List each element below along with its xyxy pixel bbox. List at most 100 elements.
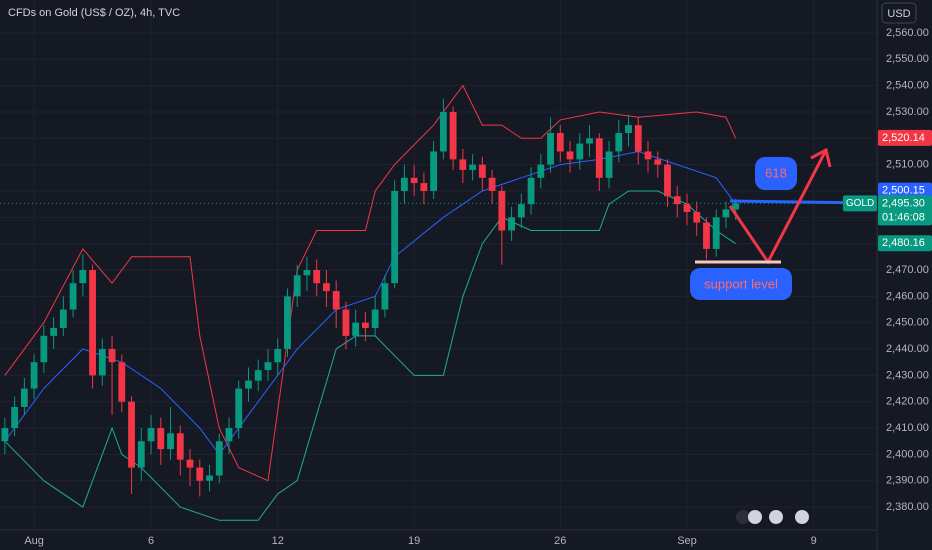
y-tick-label: 2,420.00 bbox=[886, 396, 929, 408]
price-tag-label: 2,520.14 bbox=[882, 132, 925, 144]
candle-body bbox=[673, 196, 681, 205]
price-tag bbox=[878, 235, 932, 252]
band-line bbox=[4, 84, 737, 482]
candle-body bbox=[566, 151, 574, 160]
event-icons bbox=[736, 510, 809, 524]
candle-body bbox=[206, 475, 213, 481]
candle-body bbox=[508, 217, 515, 231]
currency-box[interactable] bbox=[881, 2, 917, 24]
candle-body bbox=[654, 159, 662, 165]
candle-body bbox=[225, 428, 233, 442]
x-tick-label: Sep bbox=[677, 535, 697, 547]
candle-body bbox=[586, 138, 593, 144]
arrow-head bbox=[810, 147, 832, 168]
candle-body bbox=[576, 143, 584, 160]
candle-body bbox=[722, 209, 730, 218]
countdown: 01:46:08 bbox=[882, 211, 925, 223]
candle-body bbox=[40, 335, 48, 363]
candle-body bbox=[98, 349, 106, 376]
y-tick-label: 2,530.00 bbox=[886, 106, 929, 118]
candle-body bbox=[488, 177, 496, 191]
candle-body bbox=[303, 270, 311, 276]
last-price-label: 2,495.30 bbox=[882, 197, 925, 209]
candle-body bbox=[118, 362, 126, 402]
candle-body bbox=[69, 283, 77, 310]
candle-body bbox=[108, 349, 116, 363]
candle-body bbox=[245, 380, 252, 389]
candle-body bbox=[167, 433, 174, 450]
candle-body bbox=[176, 433, 184, 460]
candle-body bbox=[400, 177, 408, 191]
event-icon bbox=[736, 510, 750, 524]
candle-body bbox=[634, 125, 642, 152]
candle-body bbox=[410, 177, 418, 184]
candle-body bbox=[449, 111, 457, 160]
event-icon bbox=[748, 510, 762, 524]
candle-body bbox=[293, 275, 301, 297]
candle-body bbox=[11, 406, 19, 429]
candle-body bbox=[284, 296, 291, 350]
candle-body bbox=[371, 309, 379, 328]
currency[interactable]: USD bbox=[887, 8, 910, 20]
candle-body bbox=[693, 212, 701, 223]
symbol-label: GOLD bbox=[846, 198, 874, 209]
candle-body bbox=[664, 164, 671, 197]
candle-body bbox=[732, 203, 740, 210]
candle-body bbox=[20, 388, 28, 407]
candle-body bbox=[625, 125, 632, 134]
candle-body bbox=[459, 159, 467, 170]
candle-body bbox=[89, 270, 96, 376]
candle-body bbox=[391, 190, 399, 284]
candle-body bbox=[274, 349, 282, 363]
candle-body bbox=[420, 183, 428, 191]
x-tick-label: 19 bbox=[408, 535, 420, 547]
x-tick-label: 6 bbox=[148, 535, 154, 547]
annotation-text: support level bbox=[704, 276, 778, 291]
last-price-tag bbox=[878, 195, 932, 226]
candle-body bbox=[478, 164, 486, 178]
symbol-tag bbox=[843, 195, 877, 212]
candle-body bbox=[605, 151, 613, 178]
candle-body bbox=[517, 204, 525, 218]
candle-body bbox=[352, 322, 360, 336]
y-tick-label: 2,390.00 bbox=[886, 475, 929, 487]
y-tick-label: 2,410.00 bbox=[886, 422, 929, 434]
y-tick-label: 2,460.00 bbox=[886, 290, 929, 302]
candle-body bbox=[147, 428, 155, 442]
candle-body bbox=[235, 388, 243, 429]
candle-body bbox=[157, 428, 165, 450]
candle-body bbox=[362, 322, 369, 328]
price-tag bbox=[878, 129, 932, 146]
candle-body bbox=[527, 177, 535, 205]
chart-title: CFDs on Gold (US$ / OZ), 4h, TVC bbox=[8, 7, 180, 19]
event-icon bbox=[769, 510, 783, 524]
band-line bbox=[4, 150, 737, 456]
candle-body bbox=[1, 428, 9, 442]
price-tag bbox=[878, 182, 932, 199]
candle-body bbox=[196, 467, 204, 481]
y-tick-label: 2,540.00 bbox=[886, 80, 929, 92]
y-tick-label: 2,560.00 bbox=[886, 27, 929, 39]
y-tick-label: 2,400.00 bbox=[886, 448, 929, 460]
event-icon bbox=[795, 510, 809, 524]
candle-body bbox=[137, 441, 145, 468]
candle-body bbox=[264, 362, 272, 371]
x-tick-label: 9 bbox=[811, 535, 817, 547]
y-tick-label: 2,470.00 bbox=[886, 264, 929, 276]
y-tick-label: 2,510.00 bbox=[886, 159, 929, 171]
candle-body bbox=[313, 270, 321, 284]
candle-body bbox=[547, 133, 554, 165]
y-tick-label: 2,550.00 bbox=[886, 53, 929, 65]
y-tick-label: 2,440.00 bbox=[886, 343, 929, 355]
candle-body bbox=[50, 327, 58, 336]
candle-body bbox=[59, 309, 67, 328]
candle-body bbox=[644, 151, 652, 160]
candle-body bbox=[186, 459, 194, 468]
candle-body bbox=[439, 111, 447, 152]
annotation-text: 618 bbox=[765, 165, 787, 180]
candle-body bbox=[703, 222, 710, 249]
grid bbox=[0, 0, 877, 530]
candle-body bbox=[683, 204, 691, 213]
candle-body bbox=[254, 370, 262, 381]
